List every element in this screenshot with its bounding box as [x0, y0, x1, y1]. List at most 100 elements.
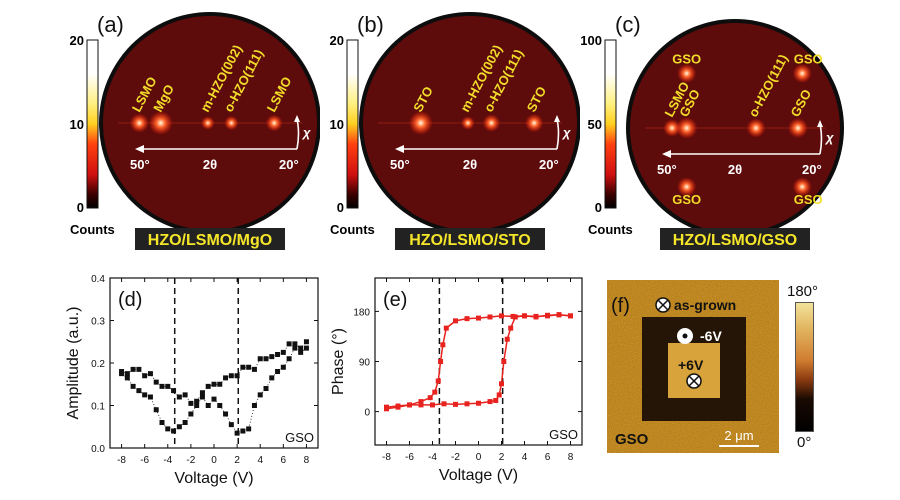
data-point [205, 403, 211, 408]
data-point [136, 366, 142, 372]
data-point [205, 383, 211, 389]
data-point [130, 383, 136, 389]
data-point [159, 420, 165, 425]
sample-name: HZO/LSMO/GSO [673, 232, 797, 249]
data-point [263, 356, 269, 362]
panel-label-f: (f) [611, 295, 630, 317]
colorbar [604, 39, 617, 209]
y-tick-label: 180 [353, 307, 370, 318]
data-point [240, 364, 246, 370]
series-line-reverse [386, 313, 571, 410]
peak-label: GSO [672, 192, 701, 207]
polarization-up-icon [677, 328, 693, 344]
chi-label: χ [561, 125, 571, 140]
data-point [240, 428, 246, 434]
data-point [165, 426, 171, 432]
data-point [286, 341, 292, 347]
data-point [217, 403, 223, 408]
data-point [487, 399, 493, 405]
chi-label: χ [301, 125, 311, 140]
data-point [263, 386, 269, 391]
diffraction-peak [675, 117, 698, 139]
colorbar [346, 39, 359, 209]
data-point [440, 342, 446, 348]
amplitude-chart: -8 -6 -4 -2 0 2 4 6 8 0.0 0.1 0.2 0.3 0.4 Voltage (V) A… [65, 274, 319, 487]
substrate-label: GSO [285, 430, 314, 445]
data-point [199, 394, 205, 400]
panel-label: (b) [357, 12, 384, 37]
substrate-label: GSO [549, 427, 578, 442]
positive-voltage-label: +6V [678, 357, 704, 373]
phase-chart: -8 -6 -4 -2 0 2 4 6 8 0 90 180 Voltage (V) Phase (°) (… [330, 277, 583, 484]
x-tick-label: -6 [405, 452, 414, 463]
data-point [269, 375, 275, 381]
x-tick-label: -8 [382, 452, 391, 463]
data-point [510, 313, 516, 319]
data-point [194, 398, 200, 404]
data-point [384, 406, 389, 412]
data-point [407, 402, 412, 408]
colorbar-min-label: 0 [77, 200, 84, 215]
y-tick-label: 0 [364, 408, 370, 419]
data-point [298, 345, 304, 351]
data-point [298, 349, 304, 355]
diffraction-peak [792, 177, 812, 197]
arrow-left-icon [135, 145, 144, 153]
panel-label: (e) [383, 289, 407, 311]
data-point [130, 366, 136, 372]
data-point [395, 404, 401, 410]
data-point [136, 388, 142, 394]
x-tick-label: 0 [476, 452, 482, 463]
two-theta-max-label: 50° [657, 162, 677, 177]
diffraction-peak [482, 114, 501, 132]
pfm-colorbar [795, 302, 814, 432]
colorbar-max-label: 20 [330, 33, 344, 48]
data-point [464, 316, 470, 322]
two-theta-max-label: 50° [390, 157, 410, 172]
data-point [223, 375, 229, 381]
arrow-up-icon [294, 115, 300, 122]
y-tick-label: 0.2 [91, 359, 105, 370]
x-tick-label: -2 [451, 452, 460, 463]
data-point [280, 364, 286, 370]
data-point [292, 345, 298, 351]
diffraction-peak [525, 113, 544, 133]
data-point [418, 399, 424, 405]
two-theta-min-label: 20° [802, 162, 822, 177]
data-point [182, 392, 188, 398]
data-point [275, 369, 281, 374]
polarization-down-icon [655, 297, 671, 313]
data-point [124, 375, 130, 381]
data-point [234, 373, 240, 379]
colorbar-title: Counts [330, 222, 375, 237]
data-point [199, 390, 205, 396]
y-tick-label: 0.1 [91, 402, 105, 413]
data-point [476, 400, 481, 406]
data-point [286, 356, 292, 362]
y-axis-title: Phase (°) [330, 328, 347, 395]
colorbar-mid-label: 10 [70, 117, 84, 132]
data-point [124, 371, 130, 377]
diffraction-peak [677, 177, 697, 197]
data-point [430, 402, 435, 408]
colorbar [86, 39, 99, 209]
panel-label: (c) [615, 12, 641, 37]
data-point [142, 392, 148, 398]
data-point [496, 392, 502, 398]
x-tick-label: 2 [499, 452, 505, 463]
sample-badge [395, 228, 545, 250]
two-theta-max-label: 50° [130, 157, 150, 172]
substrate-label: GSO [615, 431, 649, 448]
arrow-left-icon [395, 145, 404, 153]
x-tick-label: 6 [545, 452, 551, 463]
data-point [432, 389, 438, 395]
data-point [441, 401, 447, 407]
polarization-down-icon [686, 373, 702, 389]
diffraction-peak [201, 116, 215, 130]
y-tick-label: 0.3 [91, 317, 105, 328]
x-tick-label: -6 [140, 455, 149, 466]
two-theta-label: 2θ [203, 157, 217, 172]
data-point [246, 426, 252, 432]
data-point [508, 325, 514, 331]
data-point [228, 422, 234, 428]
